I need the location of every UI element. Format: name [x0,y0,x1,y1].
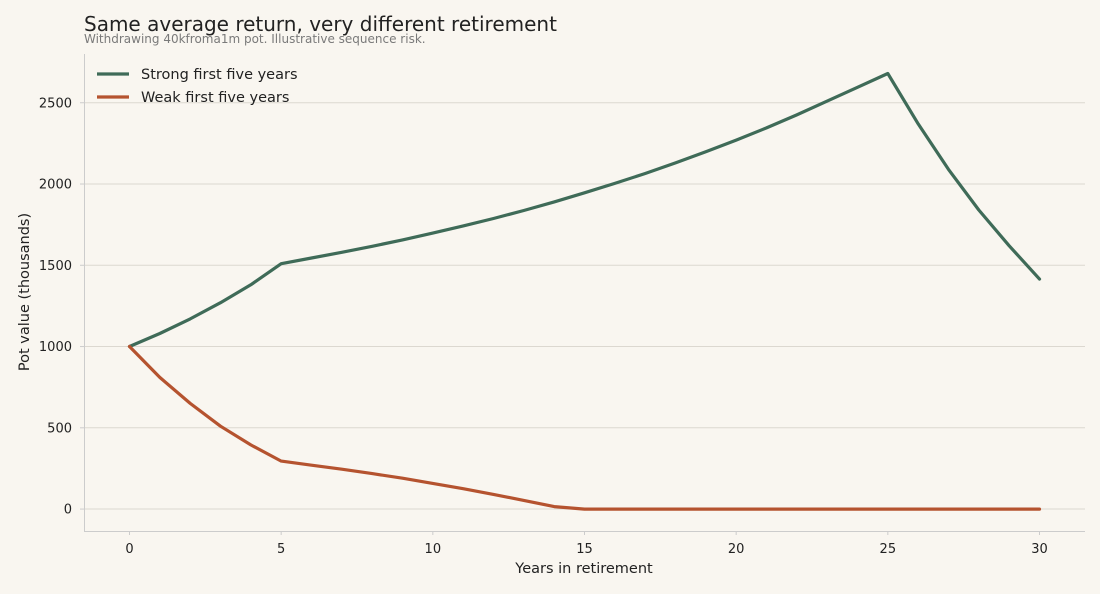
legend: Strong first five years Weak first five y… [97,67,298,106]
grid-layer [84,102,1085,510]
x-tick-label: 15 [576,542,593,557]
x-tick-label: 30 [1031,542,1048,557]
chart-title: Same average return, very different reti… [84,12,557,36]
x-axis-label: Years in retirement [514,561,653,577]
x-tick-label: 20 [728,542,745,557]
series-layer [127,71,1042,511]
legend-label-1: Strong first five years [141,67,298,83]
x-tick-label: 10 [425,542,442,557]
series-line-1 [127,71,1042,349]
x-tick-label: 0 [125,542,133,557]
y-tick-label: 0 [64,503,72,518]
tick-layer: 0 500 1000 1500 2000 2500 0 5 10 15 20 25 30 [39,96,1048,557]
series-line-2 [127,344,1042,511]
y-axis-label: Pot value (thousands) [17,213,33,371]
y-tick-label: 2000 [39,178,72,193]
chart-subtitle: Withdrawing 40kfroma1m pot. Illustrative… [84,32,426,46]
legend-label-2: Weak first five years [141,90,289,106]
x-tick-label: 5 [277,542,285,557]
y-tick-label: 1000 [39,340,72,355]
y-tick-label: 1500 [39,259,72,274]
y-tick-label: 500 [47,421,72,436]
y-tick-label: 2500 [39,96,72,111]
x-tick-label: 25 [880,542,897,557]
